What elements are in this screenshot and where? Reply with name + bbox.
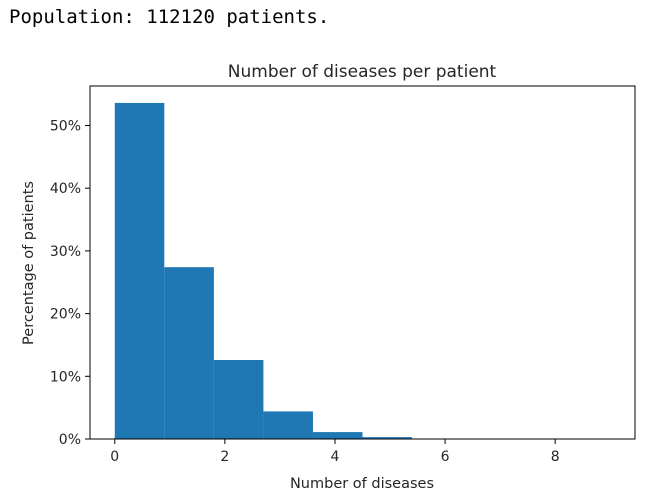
y-tick-label-0: 0% [59, 432, 81, 448]
histogram-bar-3 [263, 411, 313, 439]
histogram-bar-2 [213, 360, 264, 439]
plot-frame [89, 85, 636, 440]
y-axis-ticks: 0% 10% 20% 30% 40% 50% [50, 119, 90, 448]
y-axis-label: Percentage of patients [21, 181, 37, 345]
y-tick-label-5: 50% [50, 119, 81, 135]
cell-output-text: Population: 112120 patients. [9, 6, 330, 28]
chart-title: Number of diseases per patient [228, 62, 497, 82]
histogram-bar-4 [312, 432, 363, 439]
histogram-bar-5 [362, 437, 413, 439]
histogram-bar-0 [114, 102, 165, 440]
x-tick-label-4: 8 [551, 449, 560, 465]
bars-group [114, 102, 512, 440]
y-tick-label-1: 10% [50, 369, 81, 385]
x-tick-label-3: 6 [441, 449, 450, 465]
y-tick-label-2: 20% [50, 307, 81, 323]
x-axis-label: Number of diseases [290, 476, 434, 492]
x-axis-ticks: 0 2 4 6 8 [110, 439, 560, 465]
x-tick-label-2: 4 [331, 449, 340, 465]
y-tick-label-4: 40% [50, 181, 81, 197]
histogram-bar-1 [164, 267, 214, 439]
x-tick-label-1: 2 [220, 449, 229, 465]
x-tick-label-0: 0 [110, 449, 119, 465]
y-tick-label-3: 30% [50, 244, 81, 260]
